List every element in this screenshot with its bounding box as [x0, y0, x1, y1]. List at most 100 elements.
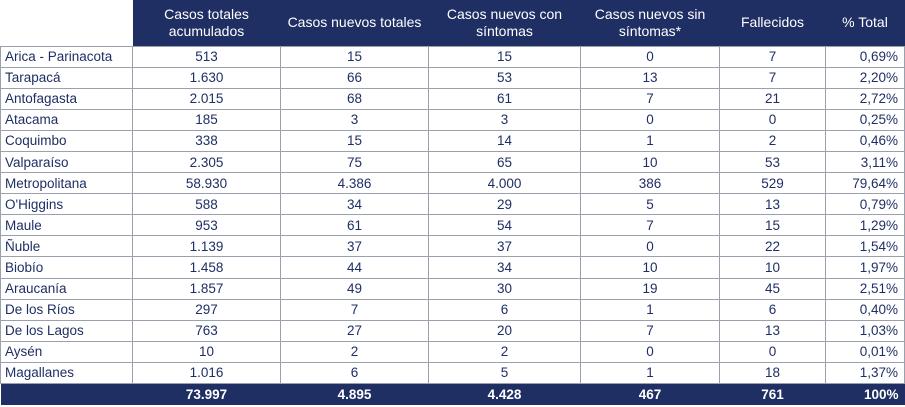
table-row: Arica - Parinacota 513 15 15 0 7 0,69% — [0, 45, 905, 68]
value-cell: 1.630 — [132, 66, 281, 89]
percent-cell: 1,37% — [825, 361, 905, 385]
value-cell: 1.016 — [132, 361, 281, 385]
value-cell: 2 — [719, 129, 826, 152]
region-name-cell: De los Ríos — [0, 298, 133, 321]
value-cell: 7 — [580, 214, 720, 237]
value-cell: 10 — [580, 256, 720, 279]
table-row: Atacama 185 3 3 0 0 0,25% — [0, 108, 905, 131]
percent-cell: 0,40% — [825, 298, 905, 321]
value-cell: 1 — [580, 298, 720, 321]
totals-row: 73.997 4.895 4.428 467 761 100% — [0, 383, 905, 405]
percent-cell: 1,54% — [825, 235, 905, 258]
table-row: Araucanía 1.857 49 30 19 45 2,51% — [0, 277, 905, 300]
value-cell: 0 — [580, 108, 720, 131]
value-cell: 14 — [428, 129, 581, 152]
percent-cell: 0,69% — [825, 45, 905, 68]
region-name-cell: Valparaíso — [0, 150, 133, 174]
header-row: Casos totales acumulados Casos nuevos to… — [0, 0, 905, 46]
totals-cell: 100% — [825, 383, 905, 405]
region-name-cell: Araucanía — [0, 277, 133, 300]
value-cell: 58.930 — [132, 172, 281, 195]
table-row: De los Lagos 763 27 20 7 13 1,03% — [0, 319, 905, 342]
table-footer: 73.997 4.895 4.428 467 761 100% — [0, 383, 905, 405]
percent-cell: 79,64% — [825, 172, 905, 195]
value-cell: 185 — [132, 108, 281, 131]
percent-cell: 2,72% — [825, 87, 905, 110]
value-cell: 1.139 — [132, 235, 281, 258]
region-name-cell: Magallanes — [0, 361, 133, 385]
percent-cell: 0,25% — [825, 108, 905, 131]
percent-cell: 3,11% — [825, 150, 905, 174]
header-region-blank — [0, 0, 133, 46]
table-row: O'Higgins 588 34 29 5 13 0,79% — [0, 193, 905, 216]
value-cell: 13 — [719, 193, 826, 216]
value-cell: 15 — [719, 214, 826, 237]
value-cell: 54 — [428, 214, 581, 237]
table-row: Aysén 10 2 2 0 0 0,01% — [0, 340, 905, 363]
region-name-cell: Coquimbo — [0, 129, 133, 152]
totals-cell: 761 — [719, 383, 826, 405]
header-new-symptomatic: Casos nuevos con síntomas — [428, 0, 581, 46]
table-body: Arica - Parinacota 513 15 15 0 7 0,69% Tarapacá… — [0, 45, 905, 385]
value-cell: 0 — [719, 108, 826, 131]
value-cell: 763 — [132, 319, 281, 342]
region-name-cell: Arica - Parinacota — [0, 45, 133, 68]
table-row: Magallanes 1.016 6 5 1 18 1,37% — [0, 361, 905, 385]
value-cell: 53 — [428, 66, 581, 89]
value-cell: 30 — [428, 277, 581, 300]
value-cell: 2.305 — [132, 150, 281, 174]
value-cell: 386 — [580, 172, 720, 195]
totals-label — [0, 383, 133, 405]
value-cell: 10 — [580, 150, 720, 174]
region-name-cell: Ñuble — [0, 235, 133, 258]
value-cell: 15 — [428, 45, 581, 68]
value-cell: 37 — [280, 235, 429, 258]
region-name-cell: O'Higgins — [0, 193, 133, 216]
value-cell: 7 — [719, 66, 826, 89]
percent-cell: 0,01% — [825, 340, 905, 363]
value-cell: 20 — [428, 319, 581, 342]
value-cell: 44 — [280, 256, 429, 279]
percent-cell: 1,97% — [825, 256, 905, 279]
value-cell: 7 — [280, 298, 429, 321]
value-cell: 6 — [428, 298, 581, 321]
table-row: Valparaíso 2.305 75 65 10 53 3,11% — [0, 150, 905, 174]
value-cell: 6 — [719, 298, 826, 321]
value-cell: 68 — [280, 87, 429, 110]
value-cell: 37 — [428, 235, 581, 258]
value-cell: 22 — [719, 235, 826, 258]
totals-cell: 467 — [580, 383, 720, 405]
percent-cell: 2,20% — [825, 66, 905, 89]
value-cell: 3 — [428, 108, 581, 131]
value-cell: 15 — [280, 45, 429, 68]
value-cell: 1.857 — [132, 277, 281, 300]
value-cell: 45 — [719, 277, 826, 300]
totals-cell: 73.997 — [132, 383, 281, 405]
percent-cell: 2,51% — [825, 277, 905, 300]
value-cell: 7 — [580, 87, 720, 110]
value-cell: 49 — [280, 277, 429, 300]
region-name-cell: Metropolitana — [0, 172, 133, 195]
value-cell: 34 — [280, 193, 429, 216]
table-row: Coquimbo 338 15 14 1 2 0,46% — [0, 129, 905, 152]
value-cell: 0 — [719, 340, 826, 363]
value-cell: 1 — [580, 361, 720, 385]
header-new-cases: Casos nuevos totales — [280, 0, 429, 46]
region-name-cell: Atacama — [0, 108, 133, 131]
value-cell: 15 — [280, 129, 429, 152]
value-cell: 75 — [280, 150, 429, 174]
value-cell: 29 — [428, 193, 581, 216]
value-cell: 0 — [580, 235, 720, 258]
value-cell: 19 — [580, 277, 720, 300]
value-cell: 7 — [580, 319, 720, 342]
value-cell: 3 — [280, 108, 429, 131]
value-cell: 34 — [428, 256, 581, 279]
value-cell: 2.015 — [132, 87, 281, 110]
value-cell: 0 — [580, 45, 720, 68]
region-name-cell: Maule — [0, 214, 133, 237]
header-total-cases: Casos totales acumulados — [132, 0, 281, 46]
region-name-cell: Biobío — [0, 256, 133, 279]
percent-cell: 1,03% — [825, 319, 905, 342]
